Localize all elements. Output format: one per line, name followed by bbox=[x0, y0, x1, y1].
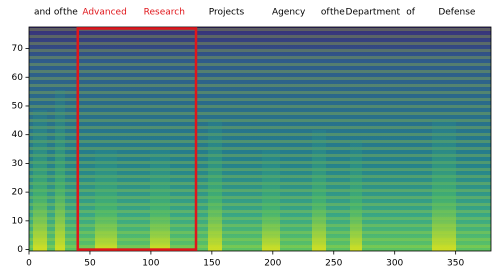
word-label: and bbox=[34, 8, 51, 18]
word-label: Projects bbox=[209, 8, 245, 18]
image-band bbox=[150, 150, 170, 251]
x-tick-label: 50 bbox=[84, 259, 96, 269]
word-label: of bbox=[54, 8, 64, 18]
word-label: Agency bbox=[272, 8, 306, 18]
word-label: Research bbox=[144, 8, 185, 18]
x-tick-label: 200 bbox=[264, 259, 281, 269]
word-label: the bbox=[330, 8, 345, 18]
spectrogram-image bbox=[29, 27, 491, 251]
word-label: of bbox=[406, 8, 416, 18]
x-tick-label: 250 bbox=[325, 259, 342, 269]
x-tick-label: 300 bbox=[386, 259, 403, 269]
y-tick-label: 20 bbox=[12, 188, 24, 198]
word-label: Defense bbox=[438, 8, 476, 18]
x-tick-label: 0 bbox=[26, 259, 32, 269]
x-tick-label: 350 bbox=[447, 259, 464, 269]
image-band bbox=[95, 150, 117, 251]
word-label: Advanced bbox=[82, 8, 126, 18]
word-label: Department bbox=[346, 8, 401, 18]
word-label: the bbox=[63, 8, 78, 18]
chart: 050100150200250300350010203040506070ando… bbox=[0, 0, 492, 271]
image-band bbox=[55, 90, 65, 251]
image-band bbox=[262, 150, 280, 251]
word-label: of bbox=[321, 8, 331, 18]
y-tick-label: 30 bbox=[12, 159, 24, 169]
image-band bbox=[350, 140, 362, 251]
image-band bbox=[312, 130, 326, 251]
image-band bbox=[208, 120, 222, 251]
y-tick-label: 10 bbox=[12, 216, 24, 226]
y-tick-label: 70 bbox=[12, 44, 24, 54]
y-tick-label: 40 bbox=[12, 130, 24, 140]
y-tick-label: 0 bbox=[17, 245, 23, 255]
y-tick-label: 60 bbox=[12, 73, 24, 83]
x-tick-label: 150 bbox=[203, 259, 220, 269]
image-band bbox=[33, 110, 47, 251]
x-tick-label: 100 bbox=[142, 259, 159, 269]
image-band bbox=[432, 120, 456, 251]
y-tick-label: 50 bbox=[12, 101, 24, 111]
